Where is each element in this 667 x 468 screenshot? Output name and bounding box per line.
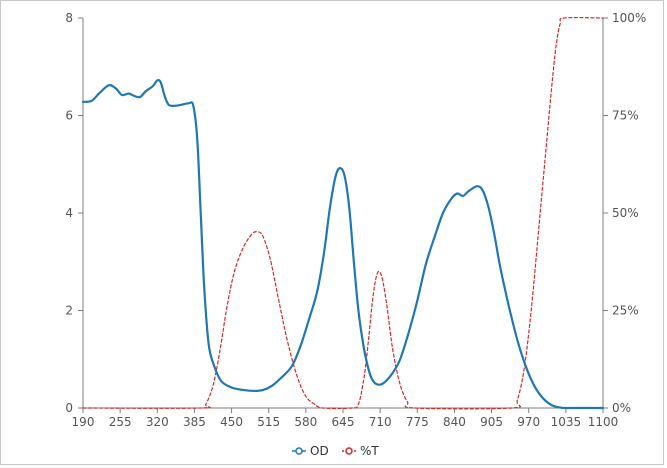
x-tick-label: 450	[220, 415, 243, 429]
y-right-tick-label: 50%	[612, 206, 639, 220]
x-tick-label: 970	[517, 415, 540, 429]
legend: OD %T	[292, 444, 379, 458]
y-right-tick-label: 0%	[612, 401, 631, 415]
x-tick-label: 775	[406, 415, 429, 429]
y-left-tick-label: 4	[65, 206, 73, 220]
x-tick-label: 190	[72, 415, 95, 429]
legend-marker-od	[295, 447, 303, 455]
x-tick-label: 710	[369, 415, 392, 429]
y-left-tick-label: 6	[65, 109, 73, 123]
x-tick-label: 320	[146, 415, 169, 429]
x-tick-label: 580	[294, 415, 317, 429]
x-tick-label: 905	[480, 415, 503, 429]
axes: 190 255 320 385 450 515 580 645 710 775 840 905 970 1…	[65, 11, 646, 429]
x-tick-label: 1035	[551, 415, 582, 429]
series-line-t	[82, 16, 604, 410]
legend-label-t: %T	[360, 444, 379, 458]
plot-area	[81, 16, 605, 410]
x-tick-label: 840	[443, 415, 466, 429]
y-right-tick-label: 100%	[612, 11, 646, 25]
y-left-tick-label: 0	[65, 401, 73, 415]
legend-label-od: OD	[310, 444, 329, 458]
legend-marker-t	[345, 447, 353, 455]
y-left-tick-label: 2	[65, 304, 73, 318]
x-tick-label: 515	[257, 415, 280, 429]
x-tick-label: 1100	[588, 415, 619, 429]
series-line-od	[81, 78, 605, 410]
x-tick-label: 255	[109, 415, 132, 429]
y-right-tick-label: 25%	[612, 304, 639, 318]
x-tick-label: 645	[332, 415, 355, 429]
y-right-tick-label: 75%	[612, 109, 639, 123]
y-left-tick-label: 8	[65, 11, 73, 25]
x-tick-label: 385	[183, 415, 206, 429]
